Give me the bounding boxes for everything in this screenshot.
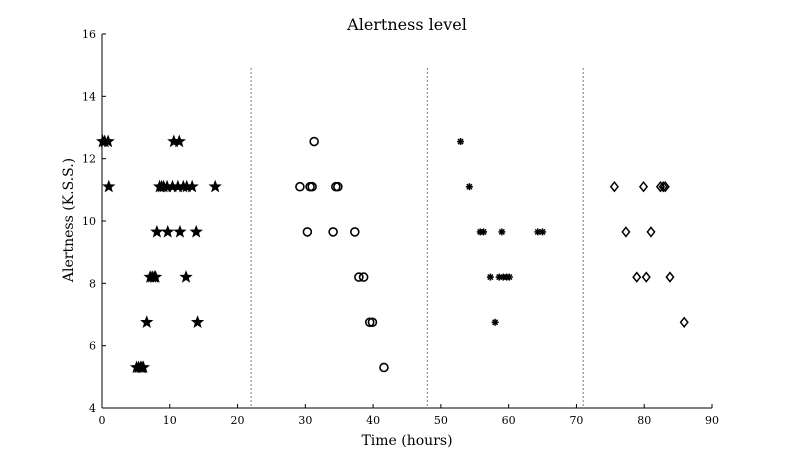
data-point-diamond: [609, 181, 619, 193]
x-tick-label: 70: [569, 414, 583, 427]
data-point-circle: [328, 227, 338, 237]
data-point-circle: [333, 181, 343, 192]
data-points: [96, 134, 689, 374]
data-point-circle: [379, 362, 389, 373]
y-tick-label: 16: [82, 28, 96, 41]
chart-title: Alertness level: [346, 15, 467, 34]
data-point-circle: [307, 181, 317, 192]
data-point-circle: [295, 181, 305, 192]
data-point-star: [102, 179, 116, 193]
y-tick-label: 10: [82, 215, 96, 228]
data-point-asterisk: [491, 318, 499, 326]
data-point-star: [167, 134, 181, 148]
data-point-star: [101, 134, 115, 148]
data-point-star: [148, 270, 163, 283]
data-point-star: [180, 179, 194, 193]
data-point-diamond: [679, 316, 689, 328]
data-point-circle: [302, 227, 313, 237]
data-point-diamond: [646, 226, 656, 238]
data-point-star: [136, 360, 150, 374]
y-tick-label: 6: [89, 340, 96, 353]
data-point-star: [172, 134, 186, 148]
data-point-star: [189, 224, 203, 238]
data-point-asterisk: [486, 273, 494, 281]
data-point-circle: [364, 317, 375, 328]
data-point-star: [140, 315, 154, 328]
data-point-circle: [358, 272, 369, 282]
x-tick-label: 90: [705, 414, 719, 427]
y-axis-label: Alertness (K.S.S.): [61, 158, 77, 283]
x-tick-label: 80: [637, 414, 651, 427]
x-tick-label: 30: [298, 414, 312, 427]
data-point-star: [208, 179, 222, 193]
data-point-diamond: [665, 271, 675, 283]
data-point-star: [179, 270, 193, 283]
data-point-star: [185, 179, 199, 193]
y-tick-label: 14: [82, 90, 96, 103]
y-tick-label: 8: [89, 277, 96, 290]
data-point-diamond: [638, 181, 649, 193]
x-tick-label: 60: [502, 414, 516, 427]
period-dividers: [250, 68, 584, 408]
data-point-star: [171, 179, 185, 193]
x-tick-label: 20: [231, 414, 245, 427]
data-point-diamond: [621, 226, 631, 238]
axes: 0 10 20 30 40 50 60 70 80 90 4 6 8 10 12 14 16: [82, 28, 719, 427]
data-point-diamond: [658, 181, 668, 193]
y-tick-label: 12: [82, 153, 96, 166]
data-point-circle: [309, 136, 319, 147]
data-point-diamond: [641, 271, 651, 283]
data-point-star: [161, 224, 175, 238]
data-point-star: [190, 315, 205, 328]
data-point-circle: [354, 272, 364, 282]
x-tick-label: 50: [434, 414, 448, 427]
x-tick-label: 40: [366, 414, 380, 427]
data-point-star: [150, 224, 164, 238]
data-point-diamond: [632, 271, 642, 283]
data-point-asterisk: [457, 138, 465, 146]
data-point-star: [160, 179, 174, 193]
data-point-asterisk: [505, 273, 513, 281]
x-tick-label: 0: [99, 414, 106, 427]
data-point-asterisk: [465, 183, 473, 191]
data-point-circle: [350, 227, 360, 237]
data-point-asterisk: [539, 228, 547, 236]
data-point-circle: [367, 317, 378, 328]
x-tick-label: 10: [163, 414, 177, 427]
y-tick-label: 4: [89, 402, 96, 415]
data-point-diamond: [660, 181, 670, 193]
data-point-asterisk: [480, 228, 488, 236]
data-point-star: [165, 179, 180, 193]
data-point-asterisk: [498, 228, 506, 236]
x-axis-label: Time (hours): [361, 433, 452, 449]
data-point-star: [173, 224, 187, 238]
